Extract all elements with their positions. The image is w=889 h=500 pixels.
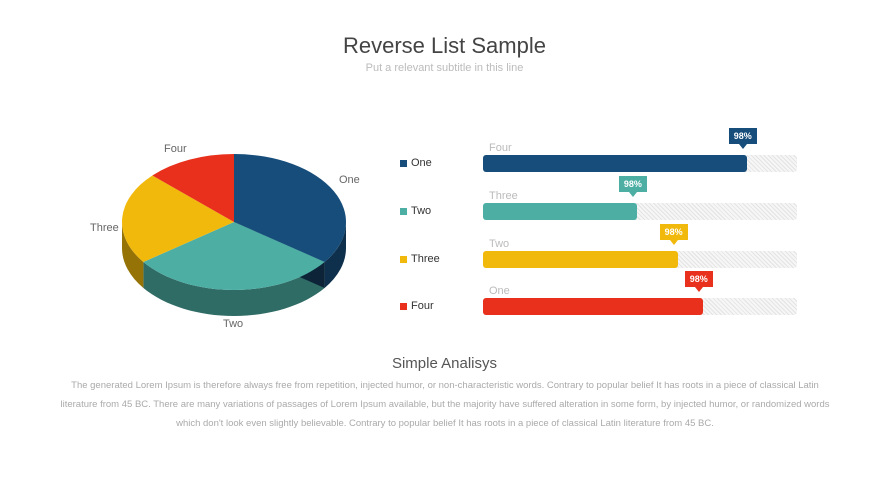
page-subtitle: Put a relevant subtitle in this line (365, 62, 524, 74)
bar-label: Three (489, 190, 518, 202)
pie-label-three: Three (90, 222, 119, 234)
legend-label: Two (411, 205, 432, 217)
analysis-body: The generated Lorem Ipsum is therefore a… (60, 380, 830, 429)
bar-label: One (489, 285, 510, 297)
pie-label-two: Two (223, 318, 244, 330)
legend-swatch (400, 302, 407, 310)
bar-value-tag: 98% (659, 224, 688, 245)
bar-label: Two (489, 238, 510, 250)
legend-item: Two (400, 205, 431, 217)
pie-slice-one (234, 154, 346, 262)
analysis-title: Simple Analisys (391, 355, 498, 372)
pie-slice-two (143, 222, 325, 290)
legend-swatch (400, 207, 407, 215)
bar-label: Four (489, 142, 512, 154)
legend-item: Three (400, 253, 440, 265)
pie-side-two (143, 261, 325, 316)
legend-label: One (411, 157, 432, 169)
bar-value-tag: 98% (728, 128, 757, 149)
legend-item: Four (400, 300, 434, 312)
bar-fill (483, 155, 747, 172)
pie-side-three (122, 222, 144, 288)
bar-fill (483, 251, 678, 268)
bar-track (483, 203, 797, 220)
page-title: Reverse List Sample (343, 33, 546, 58)
pie-slice-four (152, 154, 234, 222)
bar-track (483, 251, 797, 268)
pie-side-one (324, 222, 346, 288)
bar-fill (483, 298, 703, 315)
bar-value-tag: 98% (618, 176, 647, 197)
bar-track (483, 298, 797, 315)
legend-label: Three (411, 253, 440, 265)
bar-value-tag: 98% (684, 271, 713, 292)
legend-swatch (400, 255, 407, 263)
pie-slice-three (122, 175, 234, 262)
legend-item: One (400, 157, 432, 169)
pie-chart (122, 154, 346, 316)
legend-label: Four (411, 300, 434, 312)
bar-track (483, 155, 797, 172)
pie-label-four: Four (164, 143, 187, 155)
pie-label-one: One (339, 174, 360, 186)
bar-fill (483, 203, 637, 220)
legend-swatch (400, 159, 407, 167)
